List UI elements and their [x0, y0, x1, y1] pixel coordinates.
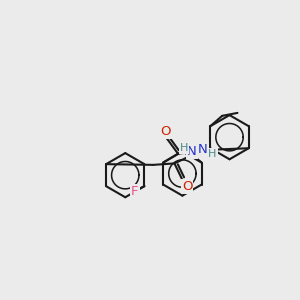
Text: O: O — [182, 180, 192, 193]
Text: O: O — [160, 125, 171, 138]
Text: F: F — [131, 185, 139, 198]
Text: N: N — [198, 143, 208, 156]
Text: N: N — [187, 145, 197, 158]
Text: H: H — [180, 143, 188, 153]
Text: H: H — [208, 149, 217, 159]
